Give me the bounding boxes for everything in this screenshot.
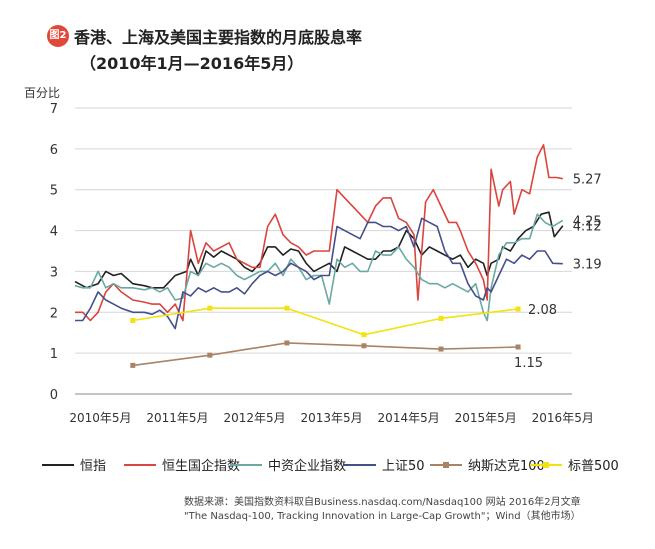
data-point-marker [284, 305, 290, 311]
y-tick-label: 3 [50, 265, 58, 280]
x-tick-label: 2015年5月 [455, 411, 517, 425]
legend-marker [543, 462, 549, 468]
data-point-marker [361, 332, 367, 338]
legend-label: 中资企业指数 [268, 458, 346, 474]
data-point-marker [361, 343, 367, 349]
data-point-marker [130, 362, 136, 368]
value-label: 5.27 [573, 173, 602, 188]
value-label: 4.25 [573, 214, 602, 229]
x-tick-label: 2013年5月 [300, 411, 362, 425]
series-line-0 [74, 211, 564, 289]
series-line-5 [132, 307, 519, 336]
figure-badge: 图2 [47, 25, 69, 47]
chart-title: 香港、上海及美国主要指数的月底股息率 [74, 28, 363, 47]
value-label: 2.08 [528, 303, 557, 318]
data-point-marker [284, 340, 290, 346]
series-line-1 [75, 144, 563, 322]
value-label: 4.12 [573, 220, 602, 235]
series-line-4 [132, 342, 519, 367]
x-tick-label: 2011年5月 [146, 411, 208, 425]
x-tick-label: 2010年5月 [69, 411, 131, 425]
legend-label: 纳斯达克100 [468, 459, 545, 474]
data-point-marker [438, 346, 444, 352]
data-point-marker [130, 317, 136, 323]
data-source-note: 数据来源：美国指数资料取自Business.nasdaq.com/Nasdaq1… [184, 496, 581, 524]
legend-label: 恒指 [80, 459, 106, 474]
series-line-3 [75, 217, 563, 330]
data-point-marker [207, 305, 213, 311]
source-line-1: 数据来源：美国指数资料取自Business.nasdaq.com/Nasdaq1… [184, 497, 581, 508]
value-label: 3.19 [573, 258, 602, 273]
data-point-marker [515, 306, 521, 312]
legend-label: 上证50 [382, 459, 425, 474]
data-point-marker [207, 352, 213, 358]
y-tick-label: 6 [50, 143, 58, 158]
source-line-2: "The Nasdaq-100, Tracking Innovation in … [184, 511, 581, 522]
data-point-marker [438, 315, 444, 321]
value-label: 1.15 [514, 356, 543, 371]
y-tick-label: 0 [50, 388, 58, 403]
y-tick-label: 7 [50, 102, 58, 117]
series-line-2 [74, 213, 564, 322]
x-tick-label: 2012年5月 [223, 411, 285, 425]
x-tick-label: 2014年5月 [378, 411, 440, 425]
legend-label: 标普500 [568, 459, 619, 474]
y-tick-label: 5 [50, 184, 58, 199]
data-point-marker [515, 344, 521, 350]
y-tick-label: 4 [50, 225, 58, 240]
chart-subtitle: （2010年1月—2016年5月） [80, 54, 304, 73]
x-tick-label: 2016年5月 [532, 411, 594, 425]
y-axis-label: 百分比 [24, 86, 61, 100]
y-tick-label: 1 [50, 347, 58, 362]
legend-marker [443, 462, 449, 468]
legend-label: 恒生国企指数 [162, 458, 240, 474]
y-tick-label: 2 [50, 306, 58, 321]
